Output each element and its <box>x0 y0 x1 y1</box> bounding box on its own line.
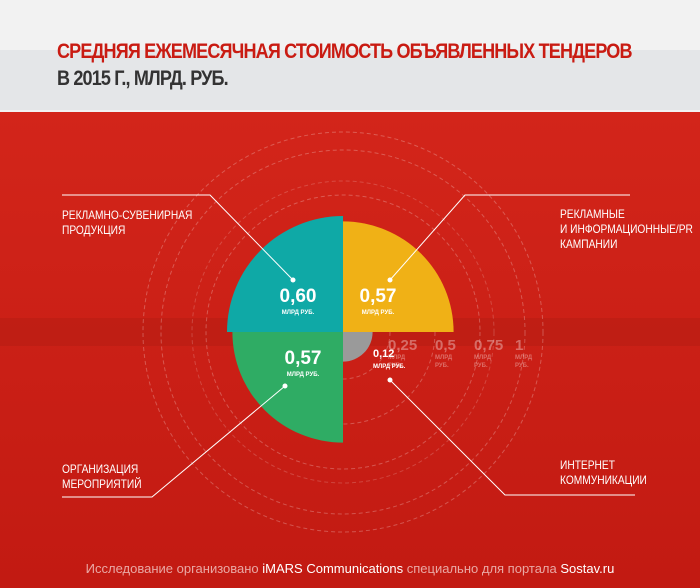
tick-unit: РУБ. <box>474 363 488 369</box>
label-top-right: РЕКЛАМНЫЕ И ИНФОРМАЦИОННЫЕ/PR КАМПАНИИ <box>560 207 693 252</box>
leader-line <box>389 379 635 496</box>
label-line: ОРГАНИЗАЦИЯ <box>62 462 139 476</box>
leader-line <box>389 194 630 281</box>
tick-unit: РУБ. <box>435 363 449 369</box>
label-line: КАМПАНИИ <box>560 237 618 251</box>
label-bottom-right: ИНТЕРНЕТ КОММУНИКАЦИИ <box>560 458 647 488</box>
label-line: КОММУНИКАЦИИ <box>560 473 647 487</box>
unit-label: МЛРД РУБ. <box>373 364 406 370</box>
tick-unit: РУБ. <box>515 363 529 369</box>
footer-site: Sostav.ru <box>560 561 615 576</box>
header <box>0 0 700 112</box>
value-label: 0,57 <box>285 348 322 369</box>
value-label: 0,60 <box>280 286 317 307</box>
sector-top-left <box>227 216 343 332</box>
unit-label: МЛРД РУБ. <box>362 310 395 316</box>
value-label: 0,57 <box>360 286 397 307</box>
grid-ring <box>160 149 526 515</box>
footer-text: Исследование организовано <box>85 561 263 576</box>
footer-text: специально для портала <box>403 561 561 576</box>
leader-line <box>62 194 294 281</box>
leader-line <box>62 385 286 498</box>
leader-dot <box>290 277 296 283</box>
sector-top-right <box>343 221 454 332</box>
label-line: ПРОДУКЦИЯ <box>62 223 126 237</box>
footer: Исследование организовано iMARS Communic… <box>0 561 700 576</box>
tick-label: 1 <box>515 337 523 354</box>
label-line: МЕРОПРИЯТИЙ <box>62 477 142 491</box>
leader-dot <box>387 277 393 283</box>
unit-label: МЛРД РУБ. <box>282 310 315 316</box>
label-line: И ИНФОРМАЦИОННЫЕ/PR <box>560 222 693 236</box>
sector-bottom-left <box>232 332 343 443</box>
value-label: 0,12 <box>373 348 394 360</box>
tick-unit: МЛРД <box>515 355 533 361</box>
label-line: РЕКЛАМНО-СУВЕНИРНАЯ <box>62 208 193 222</box>
header-band <box>0 50 700 110</box>
label-line: РЕКЛАМНЫЕ <box>560 207 625 221</box>
grid-ring <box>142 131 544 533</box>
leader-dot <box>282 383 288 389</box>
grid-ring <box>205 194 481 470</box>
grid-ring <box>191 180 495 484</box>
tick-label: 0,25 <box>388 337 417 354</box>
tick-unit: МЛРД <box>474 355 492 361</box>
label-bottom-left: ОРГАНИЗАЦИЯ МЕРОПРИЯТИЙ <box>62 462 142 492</box>
chart-title: СРЕДНЯЯ ЕЖЕМЕСЯЧНАЯ СТОИМОСТЬ ОБЪЯВЛЕННЫ… <box>57 40 633 63</box>
label-line: ИНТЕРНЕТ <box>560 458 615 472</box>
footer-org: iMARS Communications <box>262 561 404 576</box>
tick-label: 0,5 <box>435 337 456 354</box>
label-top-left: РЕКЛАМНО-СУВЕНИРНАЯ ПРОДУКЦИЯ <box>62 208 192 238</box>
leader-dot <box>387 377 393 383</box>
tick-unit: МЛРД <box>435 355 453 361</box>
tick-unit: МЛРД <box>388 355 406 361</box>
tick-label: 0,75 <box>474 337 503 354</box>
unit-label: МЛРД РУБ. <box>287 372 320 378</box>
chart-subtitle: В 2015 Г., МЛРД. РУБ. <box>57 67 229 90</box>
tick-unit: РУБ. <box>388 363 402 369</box>
sector-bottom-right <box>343 332 373 362</box>
